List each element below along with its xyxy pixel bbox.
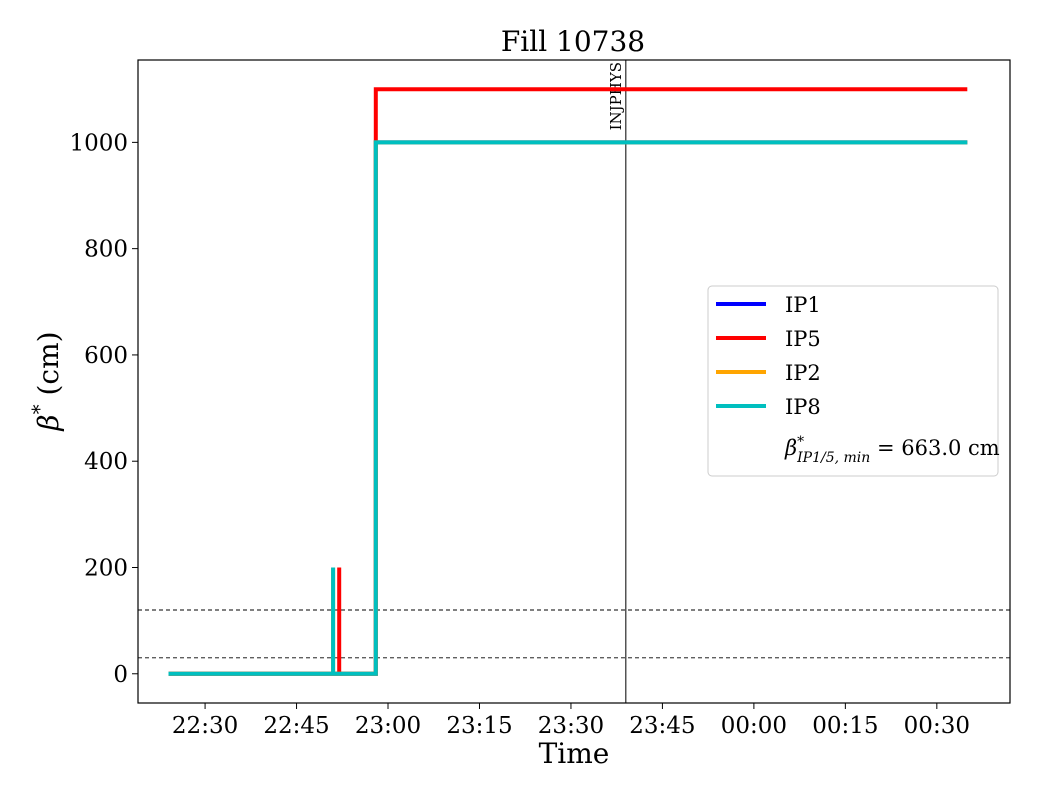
legend-box [707, 285, 999, 477]
x-axis-label: Time [539, 737, 610, 770]
series-line-ip8 [168, 140, 968, 676]
y-tick-label: 800 [84, 237, 128, 263]
y-tick-label: 600 [84, 343, 128, 369]
legend-label-ip1: IP1 [785, 293, 821, 317]
x-tick-label: 22:45 [263, 713, 329, 739]
legend: IP1 IP5 IP2 IP8 β* IP1/5, min = 663.0 cm [707, 285, 1000, 477]
vline-label-0: INJPHYS [607, 62, 625, 130]
legend-entry-beta-min: β* IP1/5, min = 663.0 cm [784, 434, 1000, 466]
x-tick-label: 23:15 [446, 713, 512, 739]
x-tick-label: 23:45 [629, 713, 695, 739]
x-tick-label: 00:00 [721, 713, 787, 739]
legend-label-ip2: IP2 [785, 361, 821, 385]
x-tick-label: 22:30 [172, 713, 238, 739]
x-axis-ticks: 22:30 22:45 23:00 23:15 23:30 23:45 00:00 00:15… [172, 703, 970, 739]
chart-title: Fill 10738 [501, 25, 645, 58]
x-tick-label: 23:00 [355, 713, 421, 739]
plot-frame [137, 59, 1011, 704]
x-tick-label: 23:30 [538, 713, 604, 739]
threshold-lines [138, 609, 1010, 659]
y-tick-label: 1000 [69, 130, 128, 156]
y-axis-label: β* (cm) [27, 331, 65, 431]
legend-label-ip8: IP8 [785, 395, 821, 419]
y-tick-label: 400 [84, 449, 128, 475]
y-tick-label: 0 [113, 662, 128, 688]
y-tick-label: 200 [84, 555, 128, 581]
x-tick-label: 00:15 [812, 713, 878, 739]
legend-label-ip5: IP5 [785, 327, 821, 351]
event-lines: INJPHYS [607, 60, 627, 703]
series-lines [168, 87, 968, 676]
y-axis-ticks: 0 200 400 600 800 1000 [69, 130, 138, 688]
x-tick-label: 00:30 [904, 713, 970, 739]
